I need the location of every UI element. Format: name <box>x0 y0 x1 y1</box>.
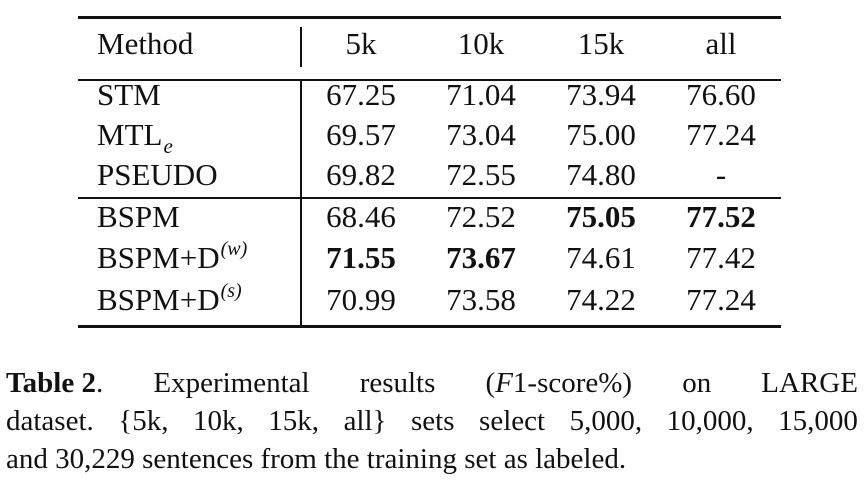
method-cell: BSPM+D(w) <box>97 238 248 275</box>
value-cell: 70.99 <box>326 282 396 317</box>
value-cell-best: 73.67 <box>446 240 516 275</box>
table-row: BSPM+D(s) 70.99 73.58 74.22 77.24 <box>78 280 781 320</box>
value-cell: 74.22 <box>566 282 636 317</box>
table-bottom-rule <box>78 325 781 328</box>
header-10k: 10k <box>457 26 505 61</box>
method-cell: BSPM <box>97 199 180 234</box>
value-cell-best: 75.05 <box>566 199 636 234</box>
caption-line-1: Table 2. Experimental results (F1-score%… <box>6 367 858 399</box>
header-15k: 15k <box>577 26 625 61</box>
value-cell: 67.25 <box>326 77 396 112</box>
table-top-rule <box>78 16 781 19</box>
value-cell: 77.42 <box>686 240 756 275</box>
value-cell: 72.55 <box>446 157 516 192</box>
method-cell: STM <box>97 77 161 112</box>
value-cell: 69.82 <box>326 157 396 192</box>
caption-label: Table 2 <box>6 367 96 399</box>
table-row: STM 67.25 71.04 73.94 76.60 <box>78 75 781 115</box>
value-cell: 77.24 <box>686 117 756 152</box>
value-cell: 68.46 <box>326 199 396 234</box>
value-cell: 77.24 <box>686 282 756 317</box>
table-row: PSEUDO 69.82 72.55 74.80 - <box>78 155 781 195</box>
header-method: Method <box>97 26 194 61</box>
table-header-row: Method 5k 10k 15k all <box>78 24 781 64</box>
value-cell: 75.00 <box>566 117 636 152</box>
table-row: BSPM+D(w) 71.55 73.67 74.61 77.42 <box>78 238 781 278</box>
value-cell: 76.60 <box>686 77 756 112</box>
table-group-rule <box>78 197 781 199</box>
table-row: MTLe 69.57 73.04 75.00 77.24 <box>78 115 781 158</box>
caption-line-2: dataset. {5k, 10k, 15k, all} sets select… <box>6 405 858 437</box>
value-cell: 73.58 <box>446 282 516 317</box>
value-cell: 73.04 <box>446 117 516 152</box>
method-cell: PSEUDO <box>97 157 218 192</box>
value-cell: 69.57 <box>326 117 396 152</box>
caption-line-3: and 30,229 sentences from the training s… <box>6 443 627 475</box>
table-header-divider <box>300 27 302 67</box>
value-cell-best: 77.52 <box>686 199 756 234</box>
value-cell: 72.52 <box>446 199 516 234</box>
table-row: BSPM 68.46 72.52 75.05 77.52 <box>78 197 781 237</box>
value-cell: 74.80 <box>566 157 636 192</box>
header-5k: 5k <box>345 26 377 61</box>
value-cell: 74.61 <box>566 240 636 275</box>
header-all: all <box>705 26 737 61</box>
method-cell: BSPM+D(s) <box>97 280 242 317</box>
table-header-rule <box>78 79 781 81</box>
table-caption: Table 2. Experimental results (F1-score%… <box>6 364 858 478</box>
value-cell: 71.04 <box>446 77 516 112</box>
results-table: Method 5k 10k 15k all STM 67.25 71.04 73… <box>78 16 781 328</box>
value-cell: 73.94 <box>566 77 636 112</box>
table-body-divider <box>300 81 302 325</box>
value-cell: - <box>715 157 727 192</box>
method-cell: MTLe <box>97 117 173 158</box>
value-cell-best: 71.55 <box>326 240 396 275</box>
